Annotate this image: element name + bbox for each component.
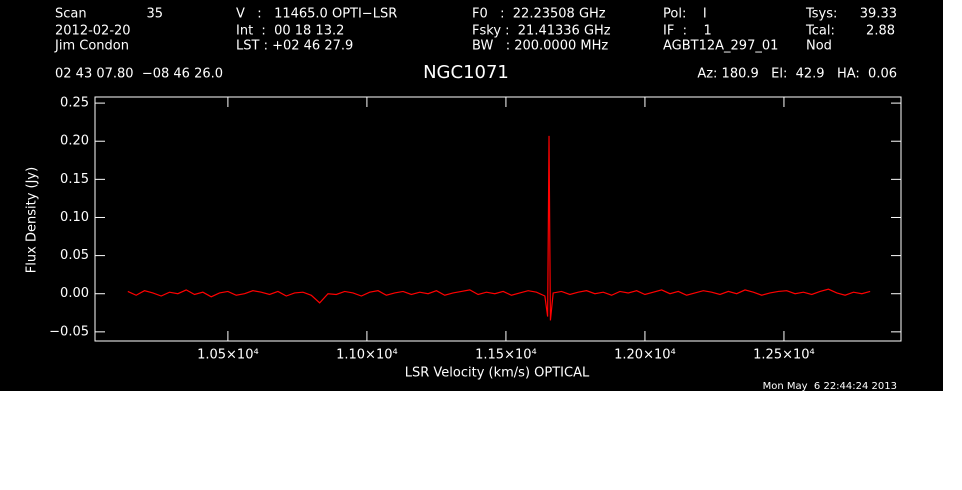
header-text: IF : 1 — [663, 24, 712, 39]
x-tick-label: 1.20×10⁴ — [614, 348, 676, 363]
y-tick-label: −0.05 — [49, 324, 89, 339]
y-tick-label: 0.05 — [60, 248, 89, 263]
header-text: Tsys: — [805, 7, 837, 22]
y-tick-label: 0.25 — [60, 96, 89, 111]
x-axis-label: LSR Velocity (km/s) OPTICAL — [405, 366, 590, 381]
header-text: 39.33 — [860, 7, 897, 22]
header-text: AGBT12A_297_01 — [663, 39, 778, 54]
header-text: V : 11465.0 OPTI−LSR — [236, 7, 397, 22]
spectrum-line — [127, 135, 871, 321]
plot-frame — [94, 96, 902, 342]
y-axis-label: Flux Density (Jy) — [25, 167, 40, 273]
plot-background — [0, 0, 943, 391]
header-text: LST : +02 46 27.9 — [236, 39, 353, 54]
timestamp: Mon May 6 22:44:24 2013 — [763, 381, 897, 392]
header-text: Pol: I — [663, 7, 707, 22]
chart-title: NGC1071 — [423, 62, 509, 83]
header-text: BW : 200.0000 MHz — [472, 39, 608, 54]
x-tick-label: 1.05×10⁴ — [197, 348, 259, 363]
header-text: Jim Condon — [54, 39, 129, 54]
header-text: F0 : 22.23508 GHz — [472, 7, 606, 22]
header-text: Fsky : 21.41336 GHz — [472, 24, 611, 39]
x-tick-label: 1.15×10⁴ — [475, 348, 537, 363]
x-tick-label: 1.10×10⁴ — [336, 348, 398, 363]
header-text: Tcal: — [805, 24, 835, 39]
y-tick-label: 0.20 — [60, 134, 89, 149]
x-tick-label: 1.25×10⁴ — [753, 348, 815, 363]
header-text: Nod — [806, 39, 832, 54]
y-tick-label: 0.00 — [60, 286, 89, 301]
header-text: 2.88 — [866, 24, 895, 39]
header-text: Int : 00 18 13.2 — [236, 24, 344, 39]
header-text: 2012-02-20 — [55, 24, 131, 39]
header-text: 35 — [146, 7, 163, 22]
y-tick-label: 0.15 — [60, 172, 89, 187]
header-text: 02 43 07.80 −08 46 26.0 — [55, 67, 223, 82]
header-text: Scan — [55, 7, 87, 22]
y-tick-label: 0.10 — [60, 210, 89, 225]
header-text: Az: 180.9 El: 42.9 HA: 0.06 — [697, 67, 897, 82]
